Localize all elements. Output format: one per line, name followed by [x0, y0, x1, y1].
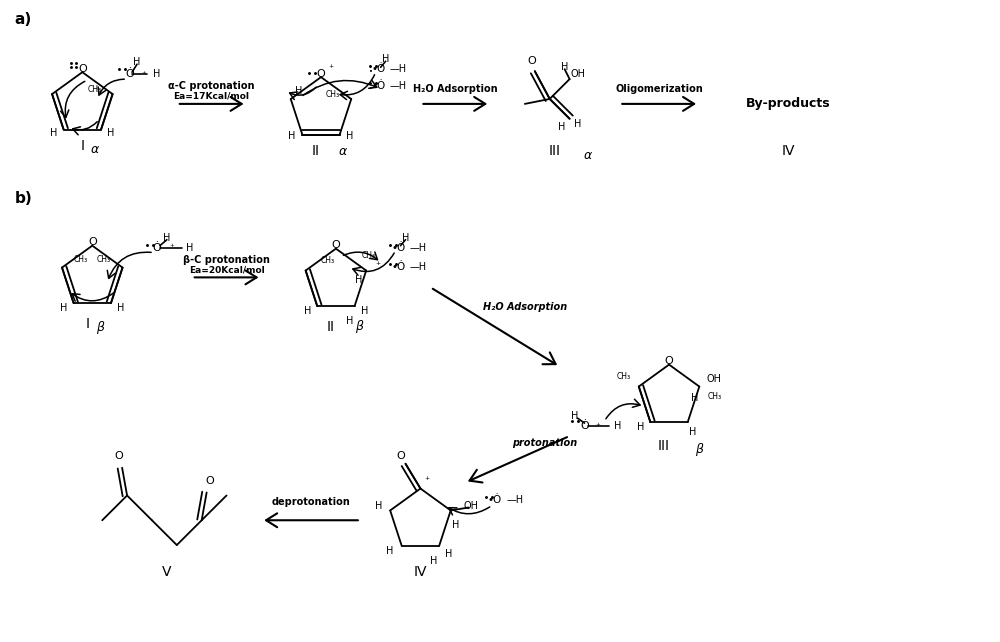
- Text: II: II: [327, 320, 335, 334]
- Text: H: H: [375, 501, 382, 510]
- Text: By-products: By-products: [746, 98, 831, 110]
- Text: ⁺: ⁺: [328, 64, 334, 74]
- Text: IV: IV: [782, 144, 795, 159]
- Text: β-C protonation: β-C protonation: [183, 254, 270, 265]
- Text: CH₃: CH₃: [707, 392, 721, 401]
- Text: I: I: [80, 139, 84, 153]
- Text: α: α: [339, 145, 347, 158]
- Text: H: H: [561, 62, 568, 72]
- Text: O: O: [78, 64, 87, 74]
- Text: O: O: [332, 240, 340, 250]
- Text: O: O: [115, 451, 124, 461]
- Text: CH₃: CH₃: [96, 255, 111, 264]
- Text: O: O: [665, 356, 673, 366]
- Text: Oligomerization: Oligomerization: [615, 84, 703, 94]
- Text: H: H: [133, 57, 141, 67]
- Text: O: O: [205, 476, 214, 485]
- Text: Ȯ: Ȯ: [153, 243, 161, 253]
- Text: H: H: [614, 421, 621, 431]
- Text: O: O: [396, 451, 405, 461]
- Text: ⁺: ⁺: [425, 476, 430, 485]
- Text: protonation: protonation: [512, 438, 577, 448]
- Text: H₂O Adsorption: H₂O Adsorption: [483, 302, 567, 312]
- Text: H: H: [295, 86, 302, 96]
- Text: H: H: [558, 122, 565, 132]
- Text: —H: —H: [390, 81, 407, 91]
- Text: ⁺: ⁺: [595, 422, 600, 431]
- Text: β: β: [96, 322, 104, 334]
- Text: O: O: [88, 237, 97, 247]
- Text: CH₃: CH₃: [321, 256, 335, 265]
- Text: b): b): [15, 191, 32, 205]
- Text: •Ȯ: •Ȯ: [391, 263, 406, 272]
- Text: O: O: [527, 56, 536, 66]
- Text: V: V: [162, 565, 172, 579]
- Text: H: H: [402, 233, 409, 243]
- Text: OH: OH: [463, 501, 478, 510]
- Text: Ȯ: Ȯ: [126, 69, 134, 79]
- Text: H: H: [288, 132, 295, 141]
- Text: H: H: [571, 411, 578, 421]
- Text: —H: —H: [390, 64, 407, 74]
- Text: H: H: [186, 243, 193, 253]
- Text: Ea=20Kcal/mol: Ea=20Kcal/mol: [189, 266, 264, 275]
- Text: H: H: [346, 132, 353, 141]
- Text: H: H: [153, 69, 161, 79]
- Text: α-C protonation: α-C protonation: [168, 81, 255, 91]
- Text: —H: —H: [506, 496, 523, 505]
- Text: III: III: [549, 144, 561, 159]
- Text: deprotonation: deprotonation: [272, 498, 350, 507]
- Text: H: H: [689, 427, 696, 437]
- Text: I: I: [85, 317, 89, 331]
- Text: —H: —H: [410, 243, 427, 253]
- Text: OH: OH: [707, 374, 722, 384]
- Text: •Ȯ: •Ȯ: [488, 496, 502, 505]
- Text: Ea=17Kcal/mol: Ea=17Kcal/mol: [174, 91, 250, 100]
- Text: H: H: [304, 306, 311, 316]
- Text: H: H: [163, 233, 171, 243]
- Text: H: H: [382, 55, 389, 64]
- Text: H: H: [386, 546, 393, 556]
- Text: CH₃: CH₃: [88, 85, 102, 94]
- Text: α: α: [90, 143, 98, 156]
- Text: H: H: [691, 394, 698, 403]
- Text: IV: IV: [414, 565, 427, 579]
- Text: H: H: [574, 119, 581, 129]
- Text: —H: —H: [410, 263, 427, 272]
- Text: •Ȯ: •Ȯ: [372, 64, 386, 74]
- Text: CH₃: CH₃: [617, 372, 631, 381]
- Text: CH₃: CH₃: [74, 255, 88, 264]
- Text: H: H: [361, 306, 368, 316]
- Text: α: α: [583, 149, 592, 162]
- Text: H: H: [346, 316, 353, 326]
- Text: ⁺: ⁺: [375, 261, 381, 270]
- Text: ⁺: ⁺: [142, 69, 146, 79]
- Text: H: H: [50, 128, 57, 137]
- Text: II: II: [312, 144, 320, 159]
- Text: •Ȯ: •Ȯ: [372, 81, 386, 91]
- Text: H: H: [60, 303, 67, 313]
- Text: ⁺: ⁺: [169, 243, 174, 252]
- Text: H: H: [445, 549, 453, 559]
- Text: H: H: [355, 275, 362, 286]
- Text: III: III: [658, 439, 670, 453]
- Text: CH₃: CH₃: [325, 90, 339, 99]
- Text: •: •: [369, 69, 373, 75]
- Text: a): a): [15, 12, 32, 27]
- Text: β: β: [355, 320, 363, 333]
- Text: H: H: [637, 422, 644, 432]
- Text: •Ȯ: •Ȯ: [391, 243, 406, 253]
- Text: β: β: [695, 444, 703, 456]
- Text: H: H: [117, 303, 125, 313]
- Text: CH₃: CH₃: [361, 251, 375, 260]
- Text: H: H: [452, 520, 459, 530]
- Text: Ȯ: Ȯ: [580, 421, 589, 431]
- Text: OH: OH: [570, 69, 585, 79]
- Text: H: H: [107, 128, 115, 137]
- Text: O: O: [317, 69, 325, 79]
- Text: H₂O Adsorption: H₂O Adsorption: [413, 84, 498, 94]
- Text: H: H: [430, 556, 438, 566]
- Text: •: •: [369, 86, 373, 92]
